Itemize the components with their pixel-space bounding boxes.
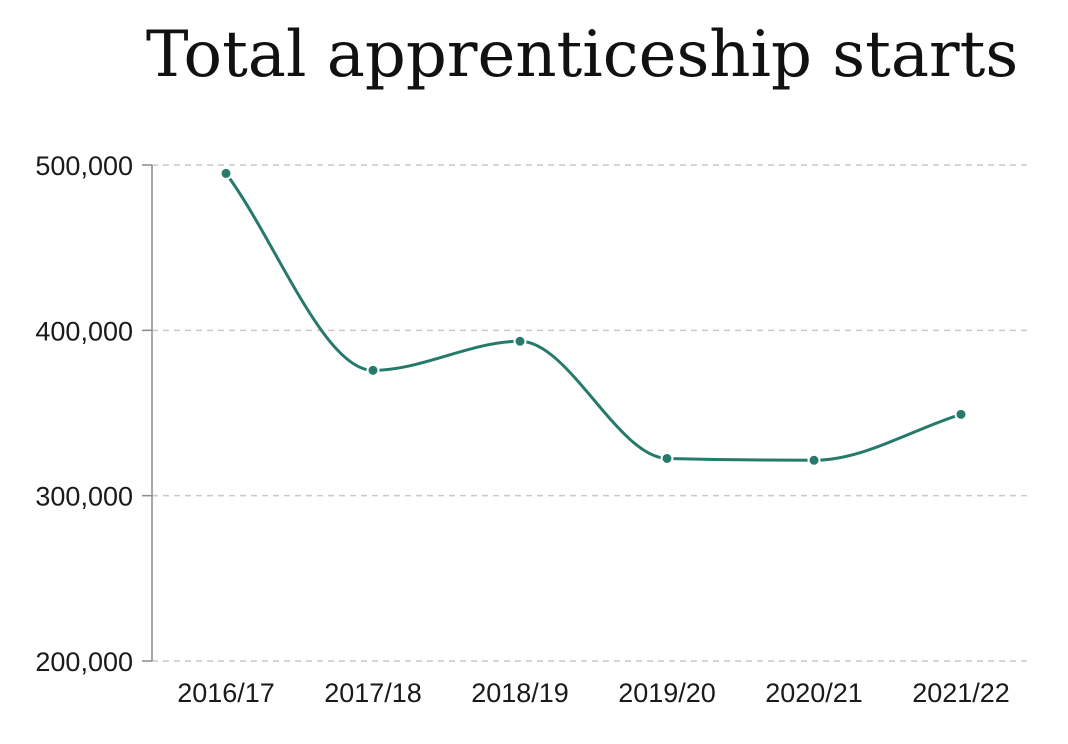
data-point: [807, 453, 821, 467]
data-point: [366, 363, 380, 377]
data-point: [219, 166, 233, 180]
x-tick-label: 2020/21: [765, 678, 863, 708]
axis-layer: 200,000 300,000 400,000 500,000 2016/17 2017/…: [35, 151, 1009, 708]
x-tick-label: 2016/17: [177, 678, 275, 708]
x-tick-label: 2019/20: [618, 678, 716, 708]
series-line: [224, 171, 963, 462]
series-layer: [219, 166, 968, 467]
data-point: [954, 407, 968, 421]
y-tick-label: 300,000: [35, 482, 133, 512]
x-tick-label: 2021/22: [912, 678, 1010, 708]
y-tick-label: 200,000: [35, 647, 133, 677]
y-tick-label: 400,000: [35, 316, 133, 346]
chart-title: Total apprenticeship starts: [146, 18, 1018, 92]
x-tick-label: 2017/18: [324, 678, 422, 708]
data-point: [660, 451, 674, 465]
y-tick-label: 500,000: [35, 151, 133, 181]
grid-layer: [152, 164, 1030, 662]
data-point: [513, 334, 527, 348]
x-tick-label: 2018/19: [471, 678, 569, 708]
